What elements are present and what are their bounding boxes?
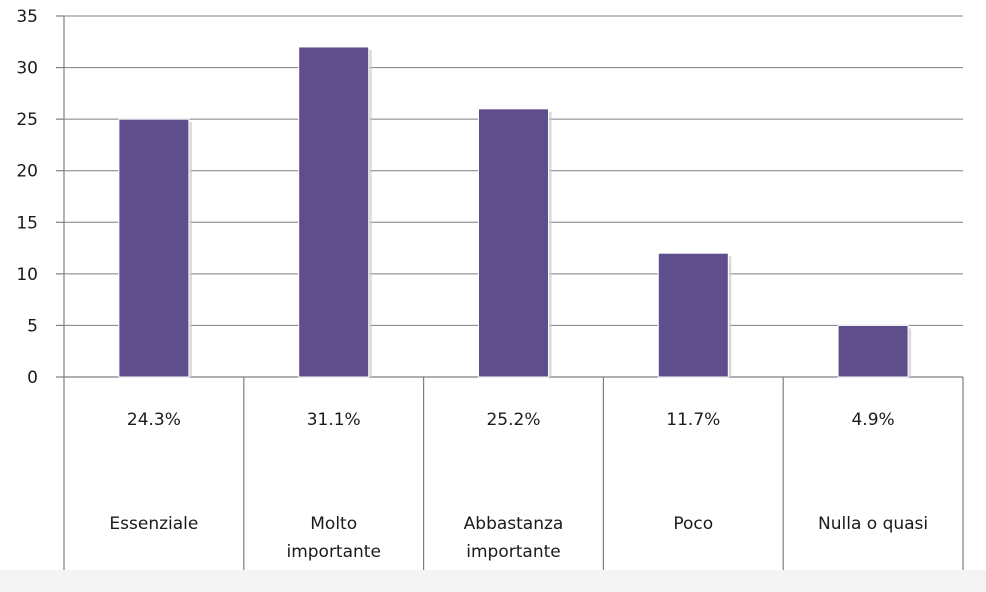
percent-label: 11.7% — [666, 410, 720, 430]
chart-background — [0, 570, 986, 592]
y-tick-label: 5 — [27, 316, 38, 336]
percent-label: 31.1% — [307, 410, 361, 430]
category-label: Abbastanza — [464, 514, 564, 534]
y-axis-ticks: 0 5 10 15 20 25 30 35 — [16, 7, 38, 388]
bar — [657, 252, 729, 378]
y-tick-label: 35 — [16, 7, 38, 27]
bars — [118, 46, 912, 378]
bar — [298, 46, 370, 378]
y-tick-label: 25 — [16, 110, 38, 130]
category-label: importante — [466, 542, 560, 562]
category-label: Poco — [673, 514, 713, 534]
category-label: Essenziale — [109, 514, 198, 534]
bar — [478, 108, 549, 378]
y-tick-label: 15 — [16, 213, 38, 233]
bar — [837, 324, 909, 378]
category-label: importante — [286, 542, 380, 562]
category-label: Nulla o quasi — [818, 514, 928, 534]
bottom-band — [0, 570, 986, 592]
bar — [118, 118, 190, 378]
y-tick-label: 10 — [16, 265, 38, 285]
y-tick-label: 30 — [16, 59, 38, 79]
y-tick-label: 0 — [27, 368, 38, 388]
category-table: 24.3% 31.1% 25.2% 11.7% 4.9% Essenziale Molto i… — [109, 377, 964, 570]
y-tick-label: 20 — [16, 162, 38, 182]
percent-label: 24.3% — [127, 410, 181, 430]
category-label: Molto — [310, 514, 357, 534]
percent-label: 4.9% — [851, 410, 894, 430]
percent-label: 25.2% — [486, 410, 540, 430]
